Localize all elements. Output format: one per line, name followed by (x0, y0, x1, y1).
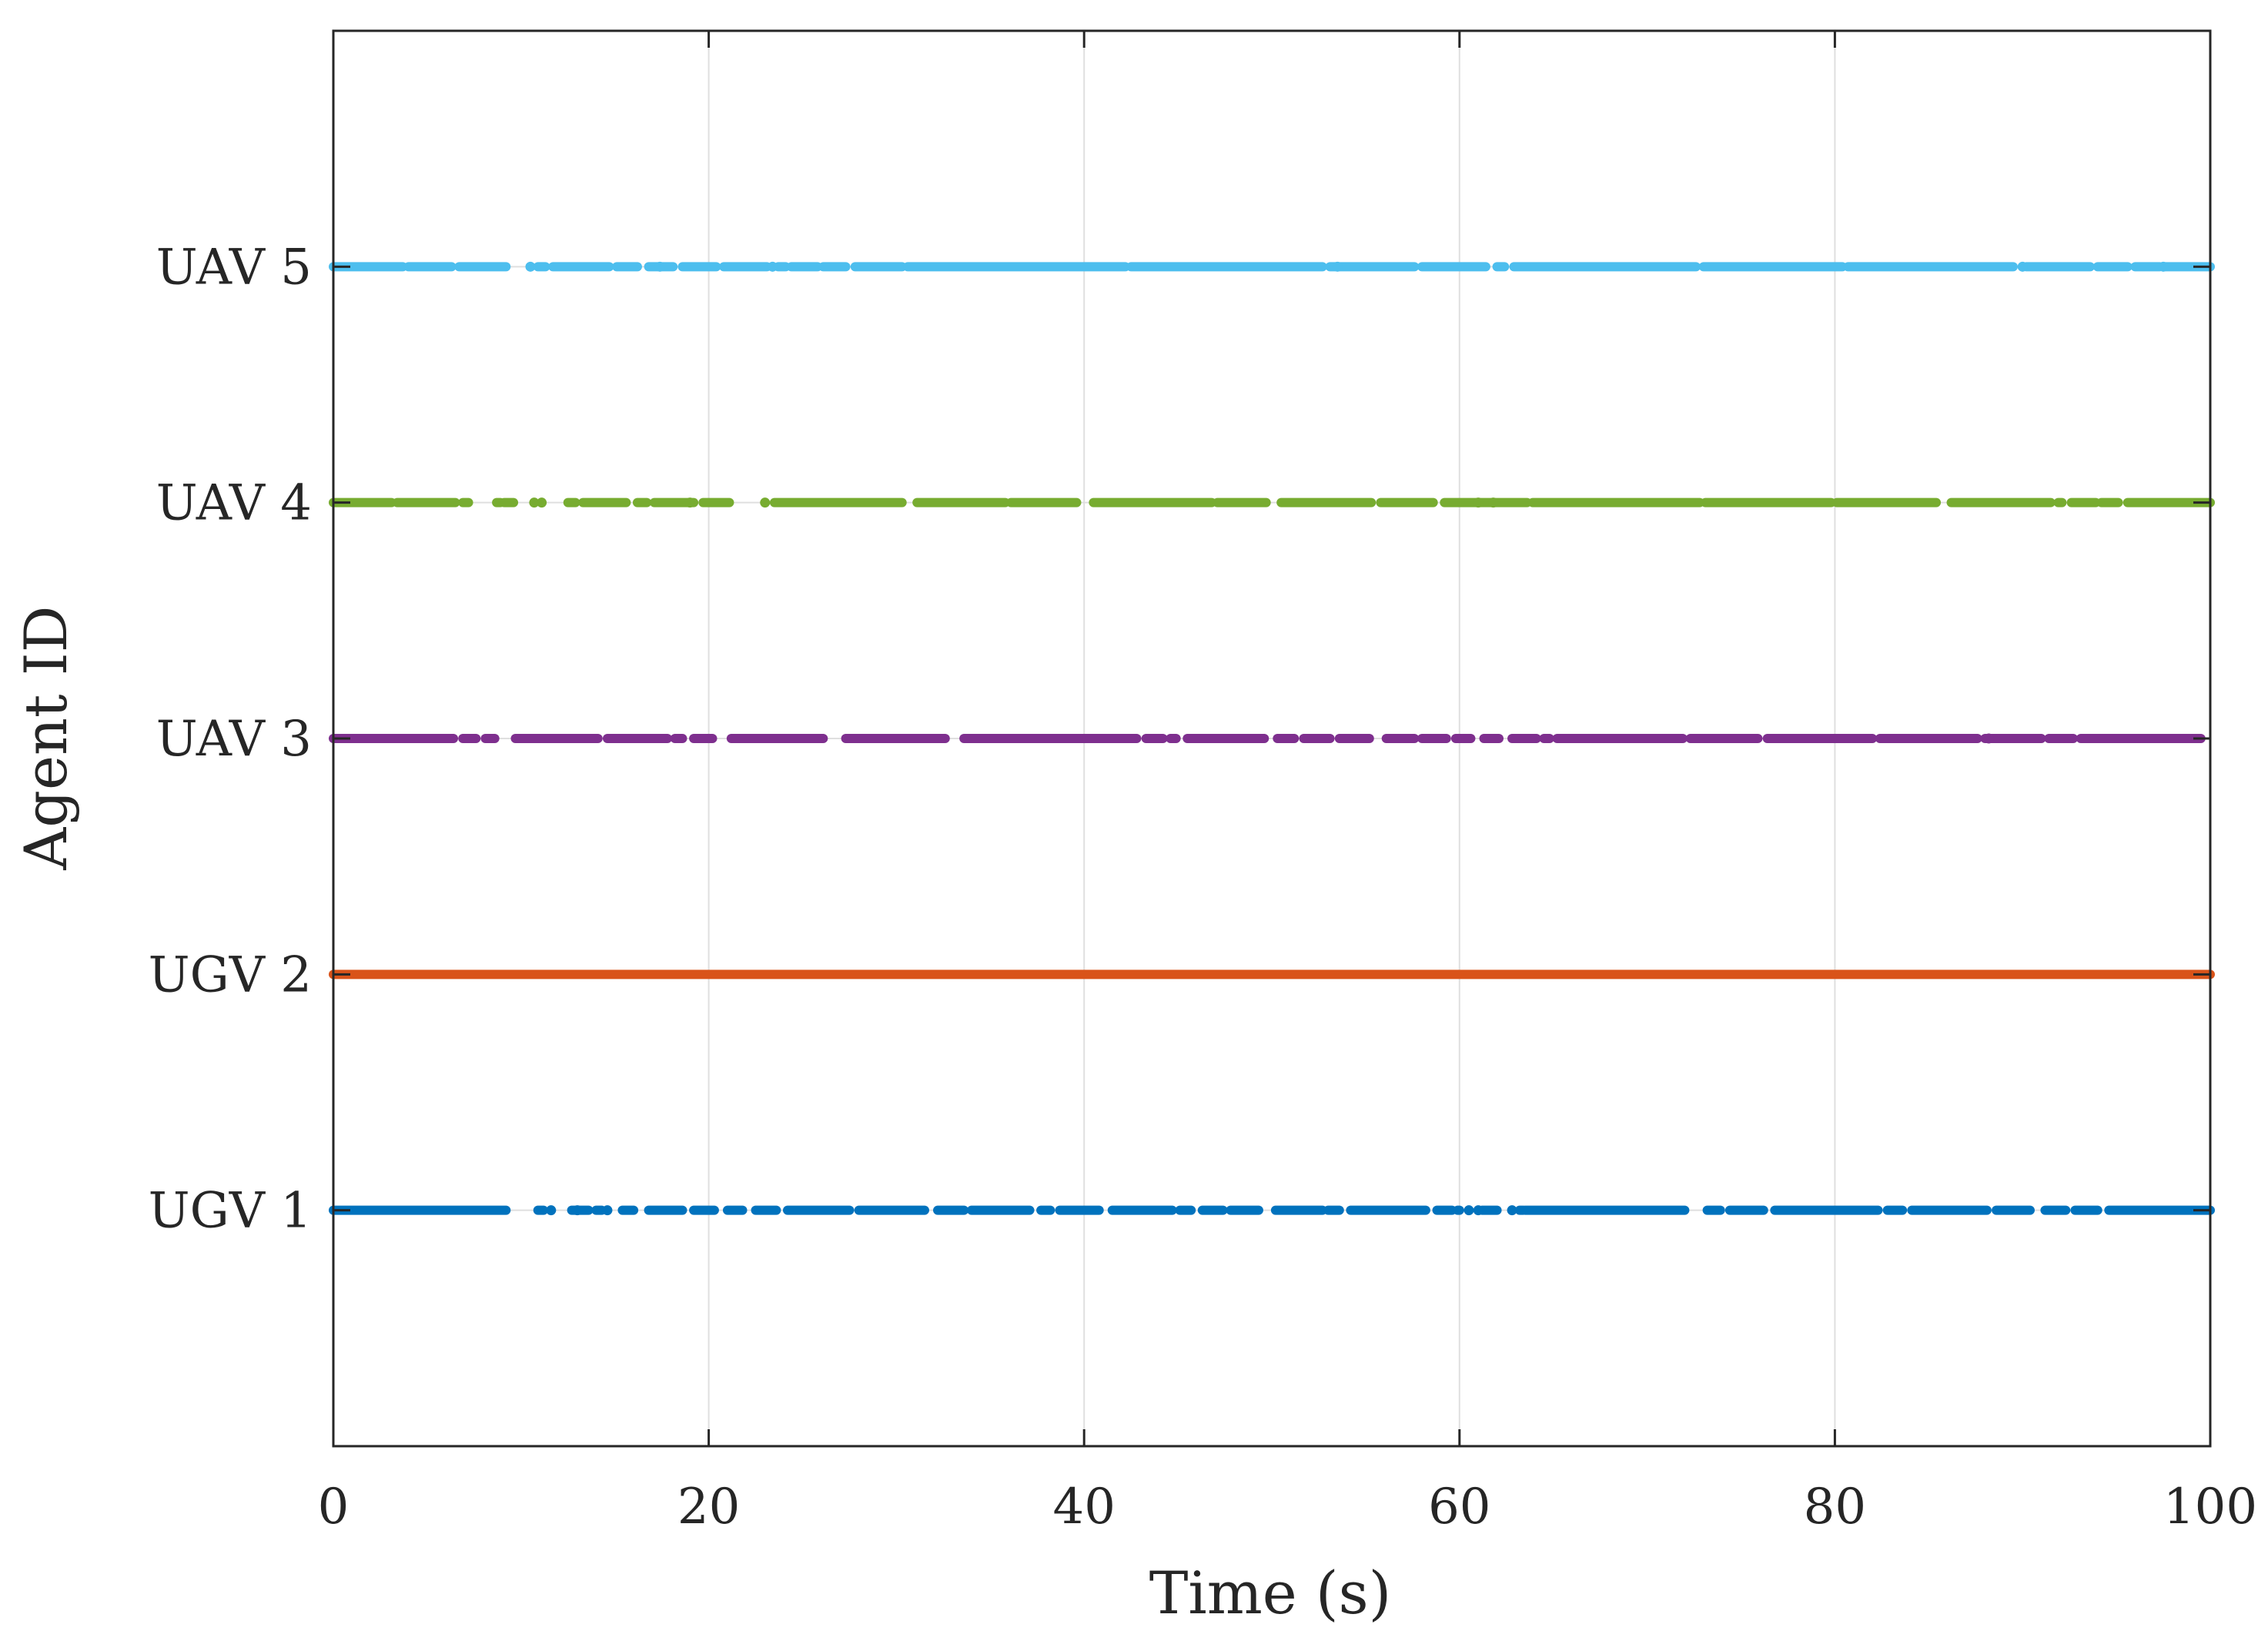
x-tick-label: 20 (677, 1479, 740, 1536)
event-point (537, 497, 547, 508)
event-point (1473, 497, 1484, 508)
event-point (1463, 1205, 1474, 1216)
event-point (684, 497, 695, 508)
y-tick-label: UGV 2 (149, 946, 312, 1003)
event-point (1983, 733, 1994, 744)
x-tick-label: 60 (1428, 1479, 1490, 1536)
event-point (767, 261, 778, 272)
x-tick-label: 100 (2163, 1479, 2257, 1536)
ticks (332, 31, 2212, 1446)
event-point (2017, 261, 2028, 272)
x-axis-title: Time (s) (1149, 1559, 1392, 1627)
y-tick-label: UGV 1 (149, 1183, 312, 1240)
event-point (760, 497, 771, 508)
event-point (602, 1205, 613, 1216)
y-tick-label: UAV 3 (156, 711, 312, 768)
x-tick-labels: 0 20 40 60 80 100 (318, 1479, 2257, 1536)
event-point (2158, 261, 2169, 272)
x-tick-label: 0 (318, 1479, 350, 1536)
event-point (1332, 261, 1343, 272)
y-tick-label: UAV 4 (156, 475, 312, 532)
event-series-5 (329, 261, 2215, 272)
event-point (572, 1205, 583, 1216)
x-tick-label: 80 (1804, 1479, 1866, 1536)
event-point (546, 1205, 557, 1216)
event-point (1488, 497, 1499, 508)
y-tick-labels: UGV 1 UGV 2 UAV 3 UAV 4 UAV 5 (149, 239, 312, 1239)
event-point (525, 261, 536, 272)
event-point (529, 497, 540, 508)
series-layer (329, 261, 2215, 1216)
y-axis-title: Agent ID (12, 605, 80, 870)
y-tick-label: UAV 5 (156, 239, 312, 296)
event-point (1473, 1205, 1484, 1216)
event-point (1507, 1205, 1517, 1216)
event-point (654, 261, 665, 272)
x-tick-label: 40 (1052, 1479, 1115, 1536)
event-series-4 (329, 497, 2215, 508)
event-series-3 (329, 733, 2206, 744)
